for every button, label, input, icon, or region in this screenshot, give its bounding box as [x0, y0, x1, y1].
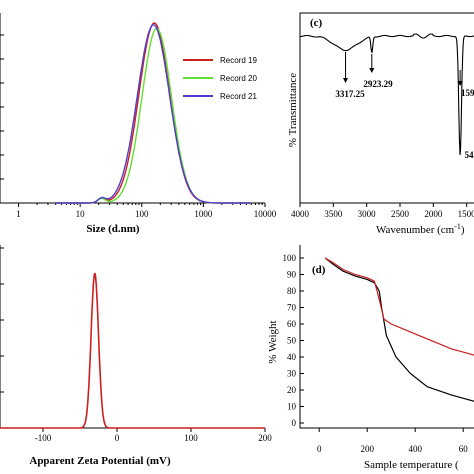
ytick-label: 90: [287, 270, 297, 280]
xtick-label: 100: [135, 209, 149, 219]
panel-c-label: (c): [310, 17, 323, 29]
panel-d-label: (d): [312, 264, 326, 276]
panel-c-frame: [299, 12, 474, 204]
panel-d-xlabel: Sample temperature (: [364, 459, 459, 471]
peak-label: 54: [465, 150, 474, 160]
xtick-label: 1000: [194, 209, 213, 219]
legend-label: Record 20: [220, 74, 257, 83]
panel-b-series: [0, 272, 265, 429]
ytick-label: 100: [283, 253, 297, 263]
panel-c-series: [299, 33, 474, 156]
series-line: [55, 24, 252, 204]
xtick-label: 60: [459, 444, 469, 454]
peak-label: 2923.29: [363, 79, 393, 89]
xtick-label: 100: [184, 433, 198, 443]
panel-a-axes: [0, 13, 265, 204]
panel-d-series: [324, 257, 474, 402]
panel-b: -100 0 100 200 Apparent Zeta Potential (mV): [0, 245, 272, 467]
panel-b-axes: [0, 245, 265, 429]
peak-arrowhead: [343, 78, 349, 83]
ytick-label: 40: [287, 352, 297, 362]
ftir-spectrum: [299, 33, 474, 156]
ytick-label: 20: [287, 385, 297, 395]
tga-line: [324, 257, 474, 402]
panel-c-ylabel: % Transmittance: [287, 73, 299, 147]
xtick-label: 2000: [424, 209, 443, 219]
peak-label: 3317.25: [335, 89, 365, 99]
legend-label: Record 19: [220, 56, 257, 65]
ytick-label: 10: [287, 402, 297, 412]
ytick-label: 80: [287, 286, 297, 296]
xtick-label: 10: [76, 209, 86, 219]
panel-c: (c) 4000 3500 3000 2500 2000 1500 3317.252923…: [287, 12, 474, 236]
ytick-label: 30: [287, 369, 297, 379]
tga-line: [324, 257, 474, 356]
peak-label: 1598: [461, 88, 474, 98]
xtick-label: 200: [258, 433, 272, 443]
xtick-label: 4000: [291, 209, 310, 219]
xtick-label: 1: [16, 209, 21, 219]
ytick-label: 50: [287, 336, 297, 346]
xtick-label: 0: [317, 444, 322, 454]
panel-d-axes: [299, 245, 474, 429]
panel-c-xticks: 4000 3500 3000 2500 2000 1500: [291, 203, 474, 219]
ytick-label: 70: [287, 303, 297, 313]
panel-a-xticks: 1 10 100 1000 10000: [16, 203, 277, 219]
xtick-label: 2500: [391, 209, 410, 219]
ytick-label: 0: [292, 418, 297, 428]
series-line: [55, 27, 252, 204]
panel-a-series: [55, 22, 252, 204]
series-line: [55, 22, 252, 204]
panel-d-ylabel: % Weight: [267, 320, 279, 363]
xtick-label: 3000: [358, 209, 377, 219]
panel-a-legend: Record 19 Record 20 Record 21: [183, 56, 257, 101]
xtick-label: -100: [35, 433, 52, 443]
panel-d-xticks: 0 200 400 60: [317, 428, 468, 454]
peak-arrowhead: [457, 81, 463, 86]
xtick-label: 1500: [458, 209, 474, 219]
legend-label: Record 21: [220, 92, 257, 101]
panel-d: (d) 0 10 20 30 40 50 60 70 80 90 100 0 200 400 60 % W…: [267, 245, 474, 471]
panel-d-yticks: 0 10 20 30 40 50 60 70 80 90 100: [283, 253, 304, 428]
zeta-line: [0, 272, 265, 429]
xtick-label: 200: [360, 444, 374, 454]
xtick-label: 0: [115, 433, 120, 443]
xtick-label: 400: [408, 444, 422, 454]
panel-a-yticks: [0, 34, 4, 180]
panel-a-xlabel: Size (d.nm): [86, 223, 140, 235]
peak-arrowhead: [369, 68, 375, 73]
panel-b-yticks: [0, 247, 4, 393]
panel-b-xticks: -100 0 100 200: [35, 428, 272, 443]
panel-b-xlabel: Apparent Zeta Potential (mV): [29, 455, 171, 467]
xtick-label: 3500: [324, 209, 343, 219]
ytick-label: 60: [287, 319, 297, 329]
xtick-label: 10000: [254, 209, 277, 219]
panel-c-xlabel: Wavenumber (cm-1): [376, 222, 465, 236]
